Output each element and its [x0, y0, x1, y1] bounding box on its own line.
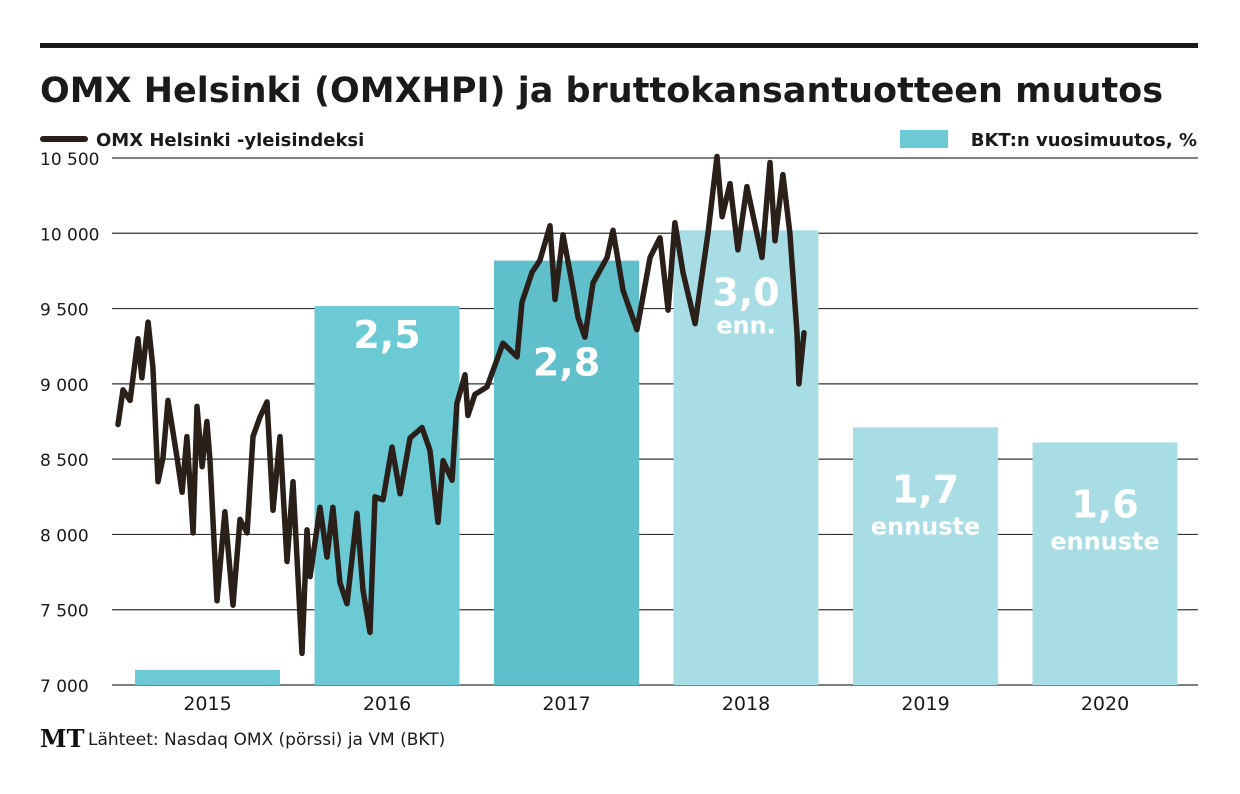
- x-tick-label: 2015: [183, 693, 231, 715]
- y-tick-label: 9 500: [40, 301, 89, 321]
- legend-bar: BKT:n vuosimuutos, %: [900, 130, 1197, 151]
- bar-2019: [853, 427, 998, 685]
- bar-value-label: 1,7: [892, 467, 959, 511]
- bar-forecast-label: ennuste: [871, 512, 981, 540]
- y-tick-label: 8 000: [40, 526, 89, 546]
- bar-value-label: 2,5: [353, 313, 420, 357]
- bar-forecast-label: enn.: [716, 311, 776, 339]
- x-tick-label: 2020: [1081, 693, 1129, 715]
- mt-logo: MT: [40, 724, 85, 753]
- bar-value-label: 2,8: [533, 341, 600, 385]
- bar-2017: [494, 260, 639, 685]
- bar-2015: [135, 669, 280, 685]
- y-tick-label: 10 500: [40, 150, 99, 170]
- y-axis-labels: 7 000 7 500 8 000 8 500 9 000 9 500 10 000 10 5…: [40, 150, 99, 697]
- x-tick-label: 2016: [363, 693, 411, 715]
- y-tick-label: 10 000: [40, 225, 99, 245]
- bar-forecast-label: ennuste: [1050, 527, 1160, 555]
- bars: [135, 230, 1178, 685]
- legend-bar-label: BKT:n vuosimuutos, %: [971, 130, 1197, 151]
- legend-bar-swatch: [900, 130, 948, 148]
- source-text: Lähteet: Nasdaq OMX (pörssi) ja VM (BKT): [88, 730, 445, 750]
- legend-line-swatch: [40, 136, 88, 142]
- omx-index-line: [115, 153, 807, 657]
- bar-2020: [1032, 442, 1178, 685]
- x-tick-label: 2018: [722, 693, 770, 715]
- chart-title: OMX Helsinki (OMXHPI) ja bruttokansantuo…: [40, 71, 1163, 111]
- gridlines: [112, 157, 1198, 686]
- bar-value-label: 0,1: [174, 623, 241, 667]
- index-line: [115, 153, 807, 657]
- top-rule: [40, 43, 1198, 48]
- x-tick-label: 2017: [542, 693, 590, 715]
- bar-value-label: 1,6: [1071, 482, 1138, 526]
- x-axis-labels: 2015 2016 2017 2018 2019 2020: [183, 693, 1129, 715]
- legend-line: OMX Helsinki -yleisindeksi: [40, 130, 364, 151]
- y-tick-label: 7 000: [40, 677, 89, 697]
- legend-line-label: OMX Helsinki -yleisindeksi: [96, 130, 364, 151]
- y-tick-label: 9 000: [40, 376, 89, 396]
- x-tick-label: 2019: [901, 693, 949, 715]
- y-tick-label: 7 500: [40, 602, 89, 622]
- bar-value-label: 3,0: [712, 270, 779, 314]
- y-tick-label: 8 500: [40, 451, 89, 471]
